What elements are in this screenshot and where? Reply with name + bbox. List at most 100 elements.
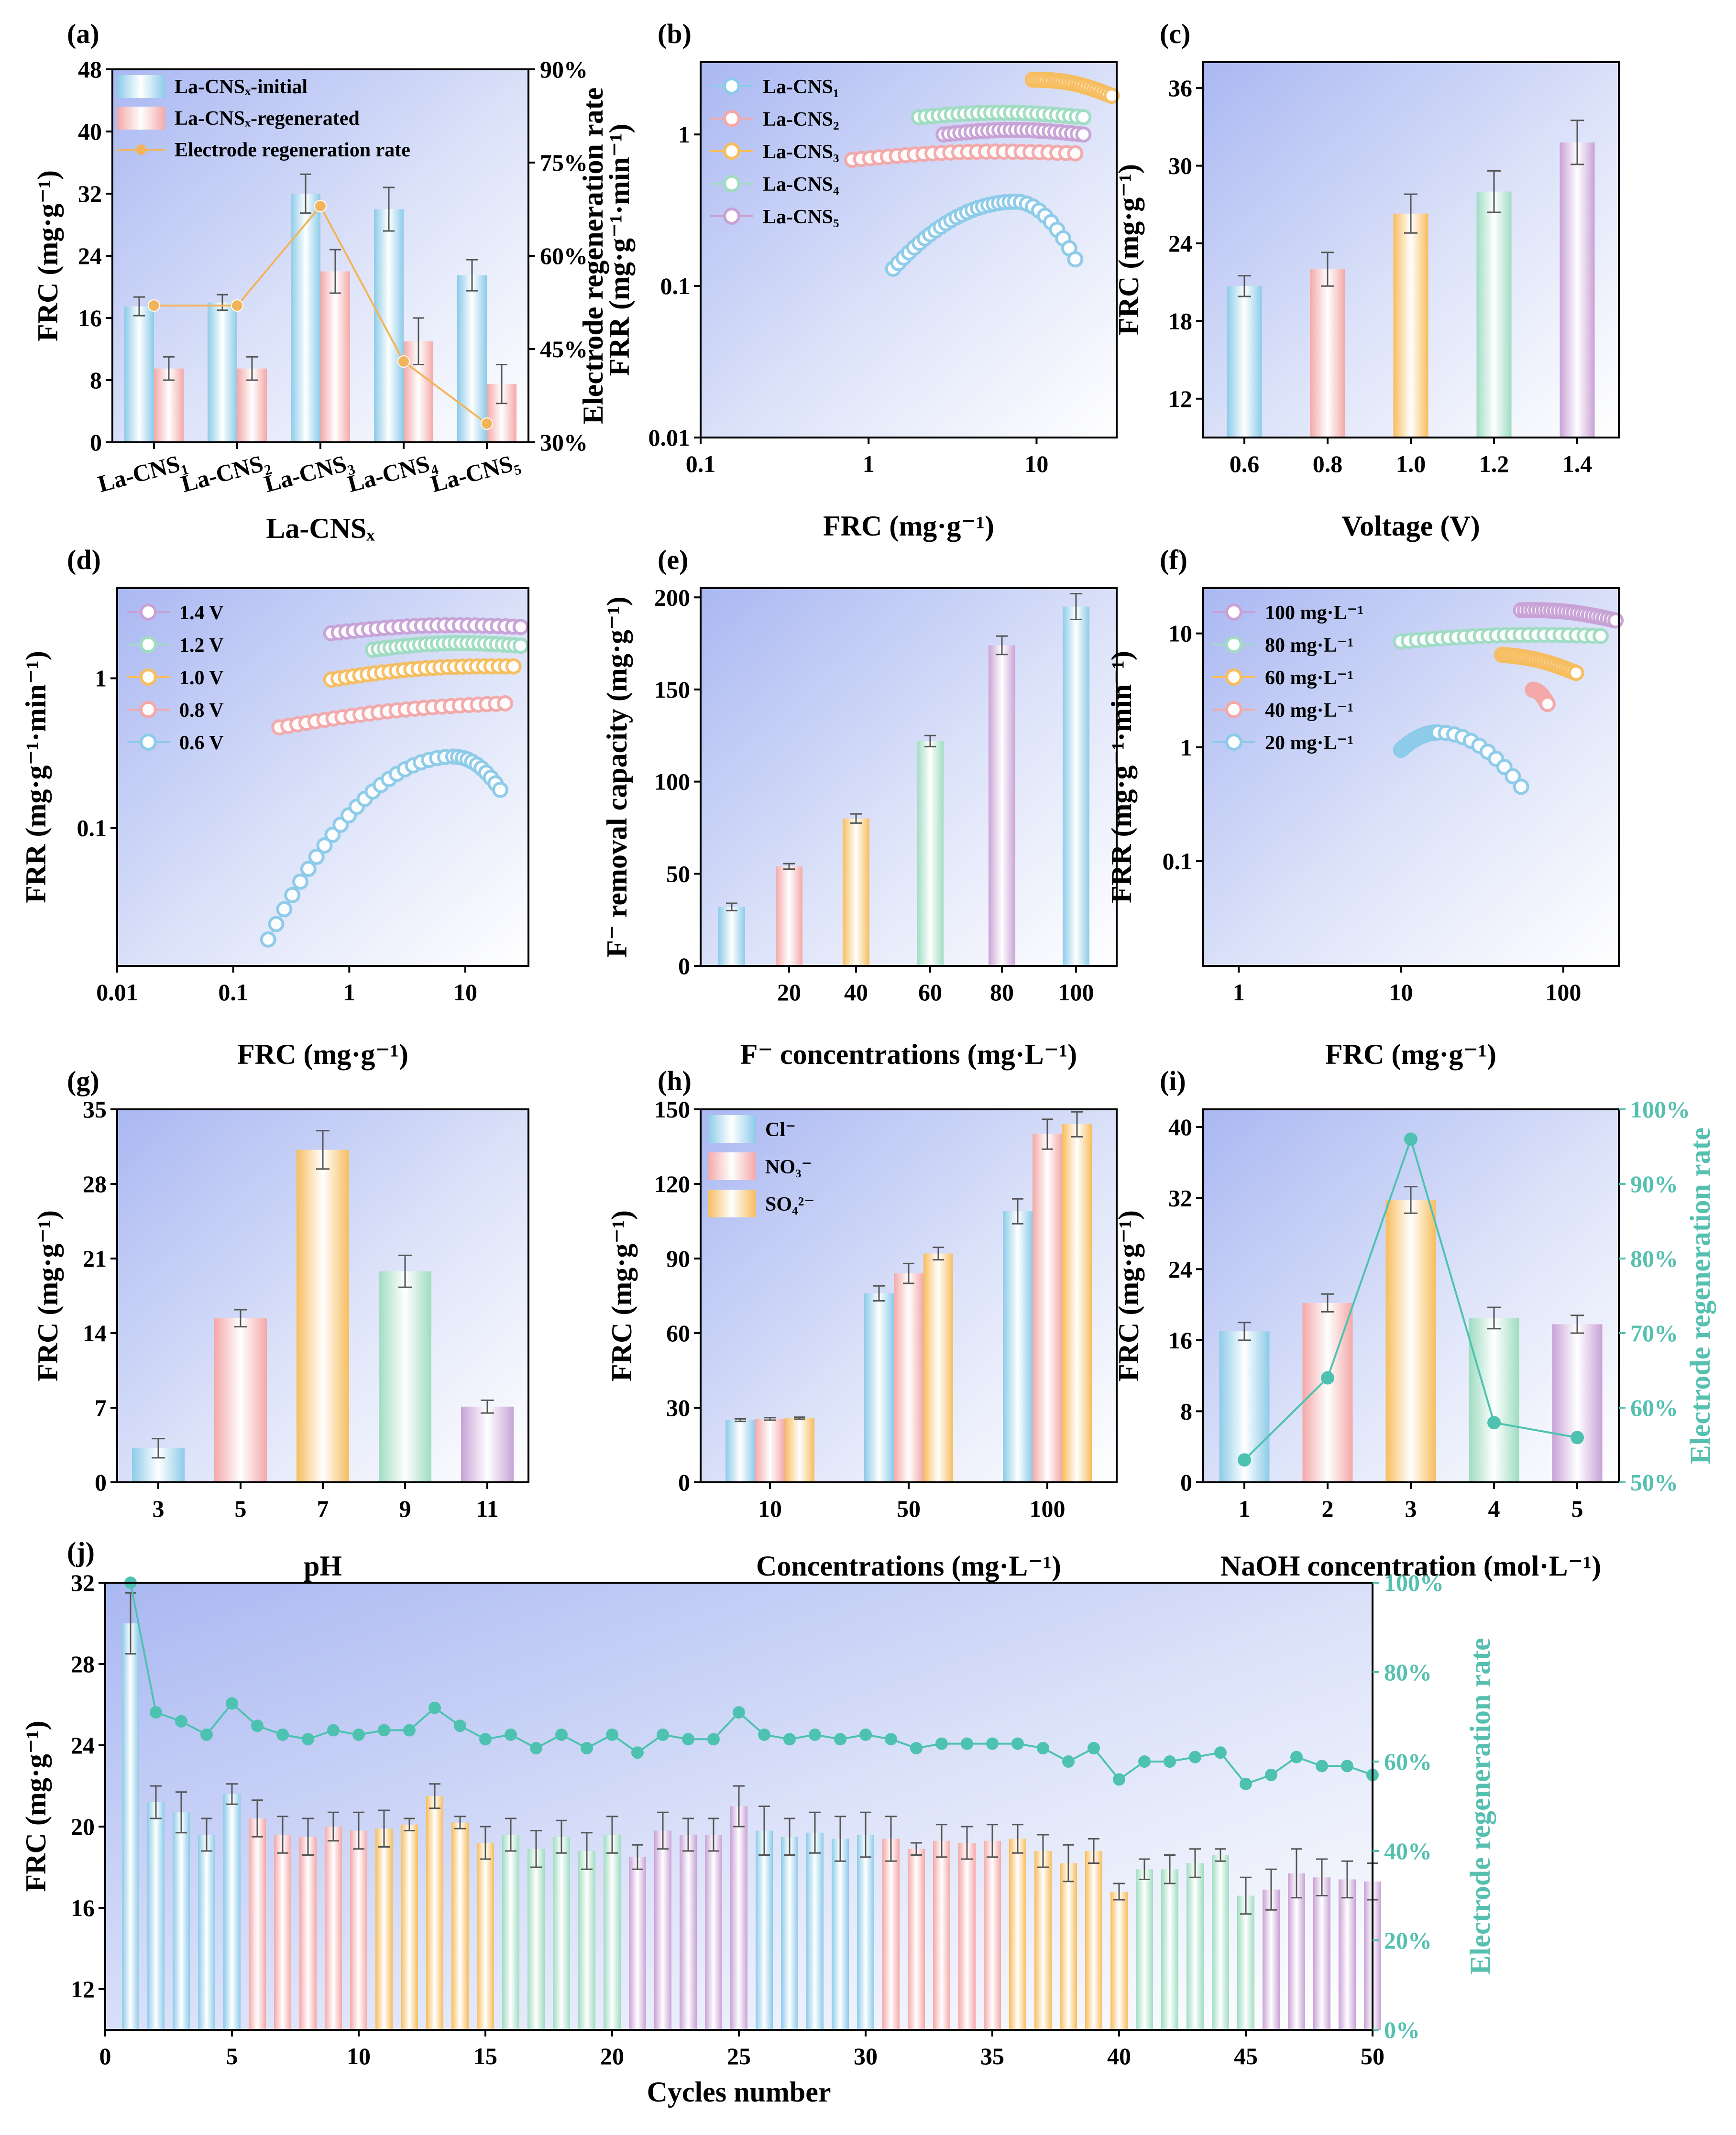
regeneration-point [226,1697,238,1710]
legend-label: La-CNS₃ [763,141,839,163]
bar [705,1835,722,2030]
x-tick-label: 1 [1233,979,1245,1006]
regeneration-point [148,299,160,312]
x-tick-label: 50 [1361,2043,1384,2069]
data-point [276,901,293,918]
bar [1302,1303,1353,1482]
bar [718,907,745,966]
y-tick-label: 200 [654,584,690,611]
bar [1339,1879,1356,2030]
legend-label: 1.4 V [179,602,224,624]
legend-marker [723,77,740,95]
x-tick-label: 1 [343,979,355,1006]
bar [274,1835,291,2030]
legend-marker [1225,603,1242,621]
regeneration-point [1138,1755,1151,1768]
y-tick-label: 100 [654,768,690,795]
data-point [1067,251,1084,268]
y-tick-label: 30 [1168,153,1192,179]
y-tick-label: 7 [95,1394,107,1421]
bar [864,1293,894,1482]
panel-label: (e) [658,544,688,575]
legend-label: 0.8 V [179,700,224,722]
y-tick-label: 0.1 [1163,848,1193,875]
y2-axis-label: Electrode regeneration rate [1684,1128,1716,1464]
x-tick-label: 0.6 [1230,450,1260,477]
regeneration-point [1238,1453,1251,1467]
d-plot-frame [116,587,529,967]
data-point [1505,768,1521,785]
regeneration-point [1164,1755,1176,1768]
x-tick-label: 30 [854,2043,878,2069]
regeneration-point [859,1728,872,1741]
y-tick-label: 80% [1384,1659,1432,1686]
bar [553,1837,570,2030]
legend-label: La-CNS₂ [763,109,839,131]
bar [785,1418,814,1482]
regeneration-point [631,1746,644,1759]
x-tick-label: La-CNS₃ [262,448,356,497]
bar [832,1839,849,2030]
bar-initial [124,306,154,442]
y-axis-label: FRR (mg·g⁻¹·min⁻¹) [1106,651,1137,903]
x-tick-label: 0 [99,2043,111,2069]
bar-initial [457,275,487,442]
bar [426,1796,443,2030]
regeneration-point [1214,1746,1227,1759]
bar [502,1835,519,2030]
x-tick-label: 1.2 [1479,450,1509,477]
d-plot-bg [117,588,528,966]
legend-label: La-CNS₄ [763,174,839,196]
y-tick-label: 90% [540,56,588,83]
x-tick-label: 1 [863,450,875,477]
y-tick-label: 60% [1384,1748,1432,1775]
bar [1476,191,1512,438]
x-tick-label: 9 [399,1495,411,1522]
bar [1393,213,1428,438]
legend-swatch [117,107,165,130]
legend-marker [1225,701,1242,718]
x-tick-label: 10 [453,979,477,1006]
y-tick-label: 100% [1630,1096,1690,1123]
x-axis-label: Cycles number [647,2076,831,2108]
x-tick-label: 5 [235,1495,247,1522]
regeneration-point [910,1741,923,1754]
panel-label: (d) [67,544,101,575]
legend-label: La-CNS₁ [763,76,839,98]
bar [527,1849,545,2030]
x-tick-label: 25 [727,2043,751,2069]
regeneration-point [1265,1769,1277,1782]
x-tick-label: La-CNS₅ [428,448,523,497]
e-plot-frame [700,587,1118,967]
legend-marker [1225,668,1242,686]
bar [297,1150,349,1482]
data-point [1067,145,1084,162]
data-point [300,861,317,877]
regeneration-point [733,1706,745,1719]
y-tick-label: 18 [1168,307,1192,334]
bar [781,1837,798,2030]
y-tick-label: 24 [78,242,102,269]
bar [654,1830,671,2030]
bar [1263,1889,1280,2030]
bar [1237,1895,1254,2030]
x-axis-label: Voltage (V) [1341,510,1480,542]
regeneration-point [1189,1751,1201,1763]
x-tick-label: 10 [758,1495,782,1522]
y-axis-label: FRC (mg·g⁻¹) [1113,164,1144,335]
x-tick-label: 10 [347,2043,371,2069]
y-tick-label: 0 [1180,1469,1192,1496]
bar [147,1802,165,2030]
regeneration-point [1240,1777,1252,1790]
y-tick-label: 0 [90,429,102,456]
y-tick-label: 32 [1168,1185,1192,1212]
y-tick-label: 70% [1630,1320,1678,1347]
regeneration-point [276,1728,289,1741]
bar [379,1271,431,1482]
x-axis-label: Concentrations (mg·L⁻¹) [756,1550,1061,1582]
bar [1033,1134,1062,1482]
bar [933,1840,950,2030]
x-tick-label: 40 [844,979,868,1006]
bar [1136,1869,1153,2030]
